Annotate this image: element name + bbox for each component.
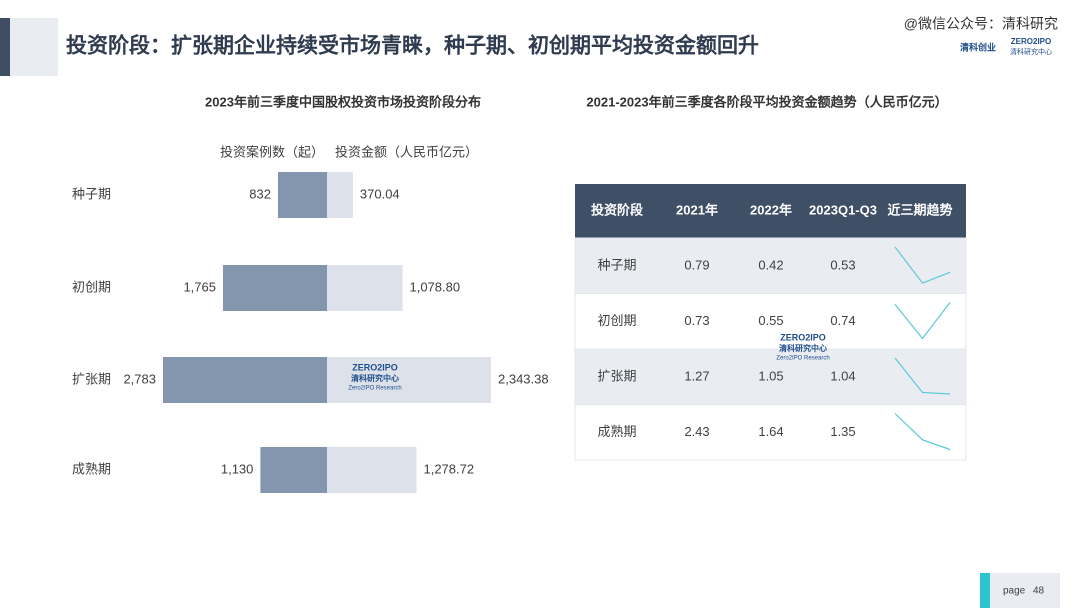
watermark-name: 清科研究中心 — [779, 343, 827, 353]
table-cell: 1.35 — [830, 424, 855, 439]
table-row-bg — [574, 348, 967, 405]
value-label: 1,078.80 — [409, 279, 460, 294]
table-cell: 0.53 — [830, 257, 855, 272]
watermark-logo: ZERO2IPO — [352, 362, 398, 372]
table-cell: 0.79 — [684, 257, 709, 272]
category-label: 种子期 — [72, 186, 111, 201]
table-cell: 扩张期 — [597, 368, 636, 383]
page-label: page — [1003, 586, 1026, 597]
table-cell: 初创期 — [597, 313, 636, 328]
table-cell: 0.55 — [758, 313, 783, 328]
legend-entry: 投资金额（人民币亿元） — [335, 144, 478, 159]
bar — [222, 265, 327, 311]
table-cell: 0.42 — [758, 257, 783, 272]
table-cell: 0.74 — [830, 313, 855, 328]
value-label: 832 — [249, 186, 271, 201]
table-cell: 1.05 — [758, 368, 783, 383]
trend-line — [894, 413, 951, 451]
table-row-bg — [574, 293, 967, 350]
table-cell: 2.43 — [684, 424, 709, 439]
trend-line — [894, 357, 951, 395]
trend-line — [894, 246, 951, 284]
category-label: 初创期 — [72, 279, 111, 294]
account: @微信公众号：清科研究 — [904, 16, 1058, 32]
chart-title: 2023年前三季度中国股权投资市场投资阶段分布 — [205, 94, 481, 109]
bar — [260, 447, 327, 493]
table-header: 2021年 — [676, 202, 718, 217]
bar — [327, 447, 417, 493]
page-box — [980, 573, 1060, 608]
bar — [327, 172, 353, 218]
trend-line — [894, 302, 951, 340]
table-cell: 1.27 — [684, 368, 709, 383]
page-accent — [980, 573, 990, 608]
table-row-bg — [574, 404, 967, 461]
table-cell: 1.64 — [758, 424, 783, 439]
logo: ZERO2IPO — [1011, 37, 1051, 46]
table-cell: 1.04 — [830, 368, 855, 383]
table-cell: 种子期 — [597, 257, 636, 272]
value-label: 2,783 — [123, 371, 156, 386]
category-label: 成熟期 — [72, 461, 111, 476]
logo-name: 清科研究中心 — [1010, 47, 1052, 56]
value-label: 2,343.38 — [498, 371, 549, 386]
table-header: 近三期趋势 — [887, 202, 952, 217]
table-cell: 成熟期 — [597, 424, 636, 439]
table-header: 2022年 — [750, 202, 792, 217]
watermark-sub: Zero2IPO Research — [348, 386, 401, 392]
legend-entry: 投资案例数（起） — [220, 144, 324, 159]
table-header-bg — [575, 184, 966, 238]
table-row-bg — [574, 237, 967, 294]
page-number: 48 — [1033, 586, 1045, 597]
bar — [327, 357, 491, 403]
watermark-sub: Zero2IPO Research — [776, 356, 829, 362]
bar — [277, 172, 327, 218]
value-label: 1,278.72 — [423, 461, 474, 476]
bar — [163, 357, 327, 403]
value-label: 1,765 — [183, 279, 216, 294]
table-cell: 0.73 — [684, 313, 709, 328]
table-header: 投资阶段 — [591, 202, 643, 217]
category-label: 扩张期 — [72, 371, 111, 386]
table-header: 2023Q1-Q3 — [809, 202, 877, 217]
title-accent-light — [10, 18, 58, 76]
value-label: 370.04 — [360, 186, 400, 201]
bar — [327, 265, 403, 311]
title-accent — [0, 18, 10, 76]
brand: 清科创业 — [960, 41, 996, 52]
watermark-logo: ZERO2IPO — [780, 332, 826, 342]
watermark-name: 清科研究中心 — [351, 373, 399, 383]
value-label: 1,130 — [221, 461, 254, 476]
table-title: 2021-2023年前三季度各阶段平均投资金额趋势（人民币亿元） — [586, 94, 947, 109]
slide-title: 投资阶段：扩张期企业持续受市场青睐，种子期、初创期平均投资金额回升 — [66, 34, 759, 58]
